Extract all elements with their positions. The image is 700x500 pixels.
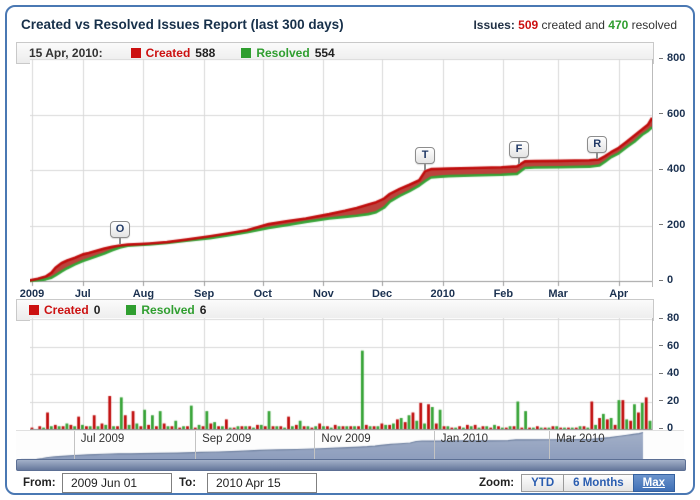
zoom-label: Zoom:	[479, 477, 515, 489]
tick-mark	[659, 168, 663, 170]
tick-mark	[659, 317, 663, 319]
main-x-tick-label: Feb	[493, 288, 514, 300]
bar-legend-created-label: Created	[44, 303, 89, 317]
tick-mark	[659, 400, 663, 402]
issues-summary-suffix: resolved	[631, 18, 677, 32]
navigator-canvas[interactable]	[16, 431, 684, 460]
main-x-tick-label: Apr	[609, 288, 629, 300]
report-frame: Created vs Resolved Issues Report (last …	[5, 5, 695, 495]
navigator-scrollbar[interactable]	[16, 459, 686, 471]
issues-resolved-count: 470	[608, 18, 629, 32]
navigator-tick-label: Mar 2010	[556, 433, 605, 445]
bar-legend-resolved-value: 6	[199, 303, 207, 317]
tick-mark	[659, 372, 663, 374]
bar-y-tick-label: 20	[659, 395, 679, 407]
navigator-gridline	[433, 431, 435, 460]
navigator-gridline	[195, 431, 197, 460]
main-y-tick-label: 0	[659, 274, 673, 286]
main-x-tick-label: Nov	[313, 288, 334, 300]
navigator-gridline	[73, 431, 75, 460]
zoom-ytd-button[interactable]: YTD	[521, 474, 565, 492]
navigator-tick-label: Nov 2009	[321, 433, 371, 445]
legend-created-label: Created	[145, 46, 191, 60]
navigator[interactable]: Jul 2009 Sep 2009 Nov 2009 Jan 2010 Mar 2010	[16, 430, 684, 460]
issues-summary: Issues: 509 created and 470 resolved	[473, 18, 677, 32]
page-title: Created vs Resolved Issues Report (last …	[21, 17, 344, 32]
resolved-swatch-icon	[126, 305, 137, 315]
main-x-tick-label: Jul	[74, 288, 91, 300]
navigator-gridline	[314, 431, 316, 460]
main-y-tick-label: 400	[659, 163, 685, 175]
navigator-tick-label: Jul 2009	[80, 433, 125, 445]
from-date-input[interactable]	[62, 473, 172, 493]
issues-summary-mid: created and	[541, 18, 605, 32]
zoom-controls: Zoom: YTD 6 Months Max	[479, 474, 675, 492]
tick-mark	[659, 224, 663, 226]
bar-chart-canvas[interactable]	[30, 318, 652, 430]
bar-legend-resolved-label: Resolved	[141, 303, 195, 317]
issues-created-count: 509	[518, 18, 539, 32]
tick-mark	[659, 345, 663, 347]
main-x-tick-label: 2009	[19, 288, 45, 300]
bar-chart-plot[interactable]	[30, 318, 653, 430]
event-flag-r[interactable]: R	[587, 135, 608, 159]
bar-chart-legend: Created 0 Resolved 6	[16, 299, 654, 321]
event-flag-o[interactable]: O	[109, 221, 130, 245]
legend-date: 15 Apr, 2010:	[29, 46, 103, 60]
event-flag-t[interactable]: T	[415, 147, 436, 171]
main-x-tick-label: 2010	[430, 288, 455, 300]
bar-y-tick-label: 0	[659, 422, 673, 434]
navigator-tick-label: Sep 2009	[202, 433, 252, 445]
resolved-swatch-icon	[241, 48, 252, 58]
created-swatch-icon	[29, 305, 39, 315]
legend-resolved-value: 554	[314, 46, 335, 60]
tick-mark	[659, 113, 663, 115]
legend-resolved-label: Resolved	[256, 46, 310, 60]
main-x-tick-label: Sep	[193, 288, 215, 300]
created-swatch-icon	[130, 48, 141, 58]
legend-created-value: 588	[195, 46, 216, 60]
event-flag-f[interactable]: F	[508, 141, 529, 165]
main-x-tick-label: Dec	[371, 288, 393, 300]
main-x-tick-label: Aug	[132, 288, 155, 300]
to-date-input[interactable]	[207, 473, 317, 493]
navigator-tick-label: Jan 2010	[440, 433, 489, 445]
to-label: To:	[179, 477, 197, 489]
bar-y-tick-label: 40	[659, 367, 679, 379]
main-y-tick-label: 800	[659, 52, 685, 64]
main-x-tick-label: Mar	[548, 288, 568, 300]
navigator-gridline	[549, 431, 551, 460]
main-chart-canvas[interactable]	[30, 59, 652, 287]
bar-y-tick-label: 60	[659, 340, 679, 352]
tick-mark	[659, 279, 663, 281]
issues-summary-prefix: Issues:	[473, 18, 515, 32]
from-label: From:	[23, 477, 56, 489]
bar-y-tick-label: 80	[659, 312, 679, 324]
zoom-6months-button[interactable]: 6 Months	[563, 474, 634, 492]
zoom-max-button[interactable]: Max	[632, 474, 675, 492]
main-y-tick-label: 200	[659, 219, 685, 231]
tick-mark	[659, 57, 663, 59]
main-x-tick-label: Oct	[253, 288, 272, 300]
bar-legend-created-value: 0	[93, 303, 101, 317]
tick-mark	[659, 427, 663, 429]
main-chart-plot[interactable]	[30, 59, 653, 287]
main-y-tick-label: 600	[659, 108, 685, 120]
